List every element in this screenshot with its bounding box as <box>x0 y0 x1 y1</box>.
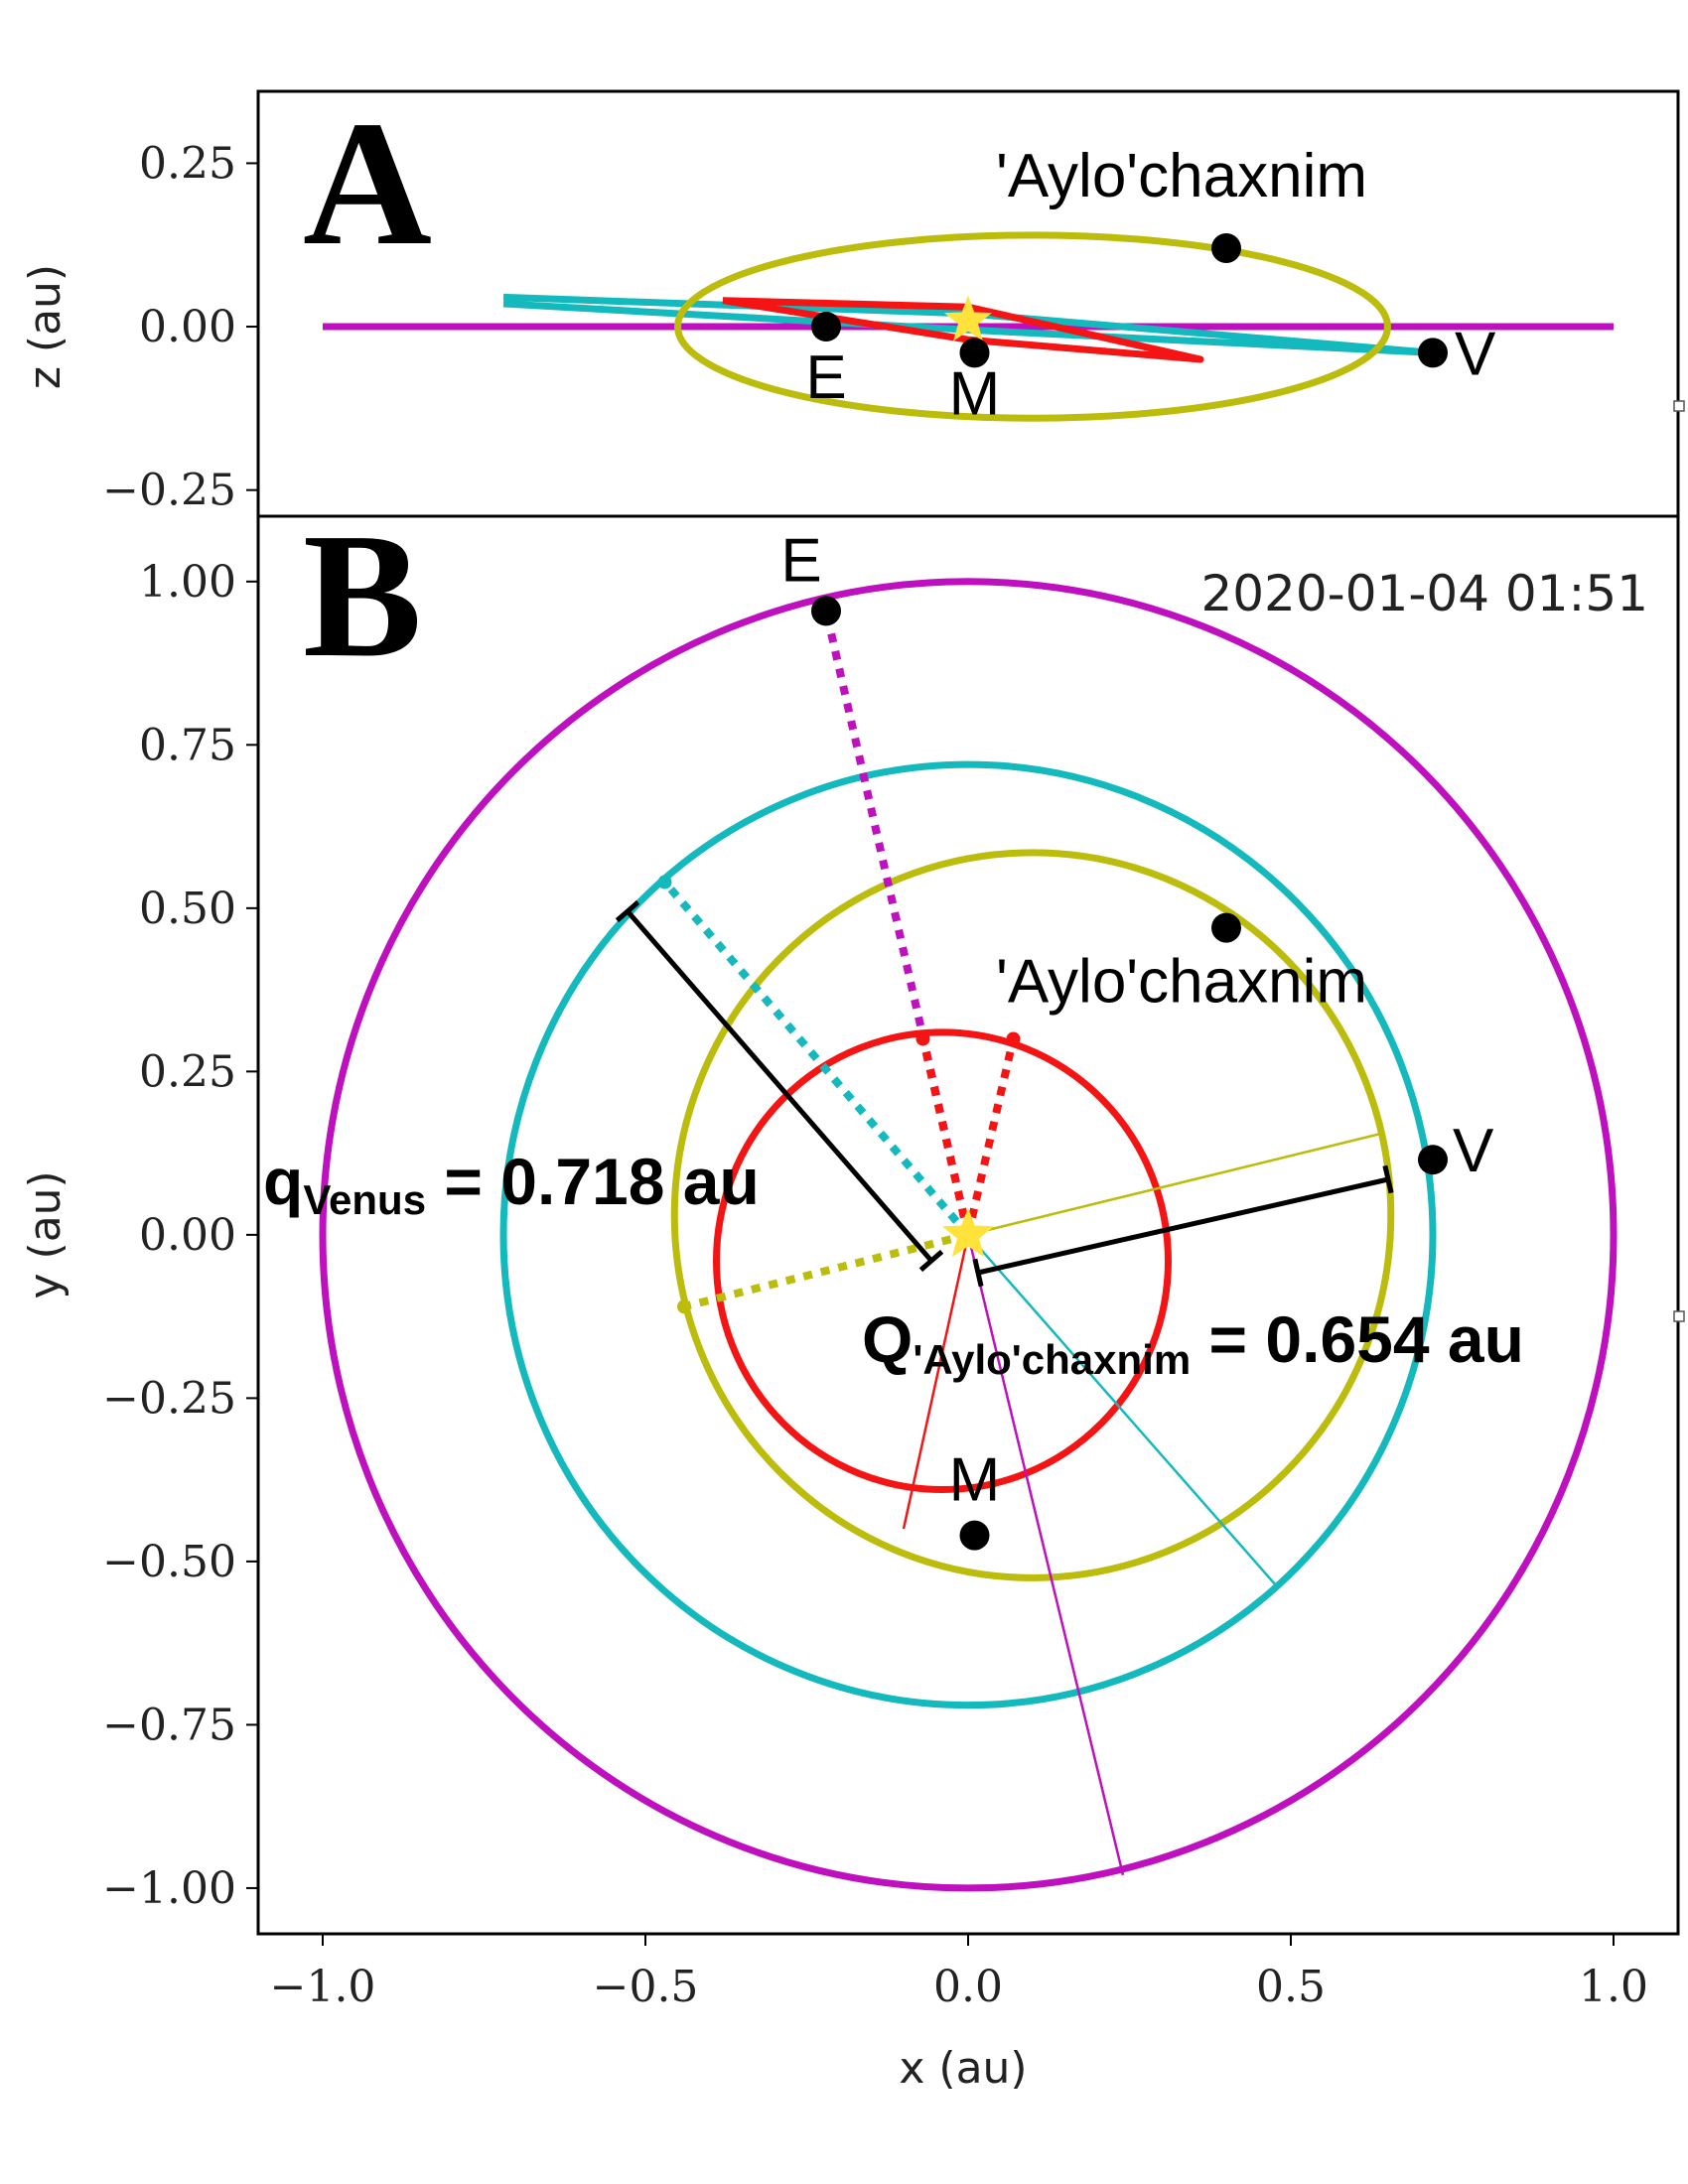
ray-end-dot <box>677 1299 691 1314</box>
Q-aylo-bar <box>977 1176 1389 1276</box>
body-marker <box>959 338 990 368</box>
orbit-1 <box>499 760 1437 1709</box>
dotted-ray <box>964 1037 1018 1236</box>
y-tick-label: 0.00 <box>139 302 236 352</box>
body-marker <box>959 1520 990 1551</box>
y-axis-label: y (au) <box>20 1170 70 1298</box>
panel-b: 1.000.750.500.250.00−0.25−0.50−0.75−1.00… <box>20 496 1685 2094</box>
y-tick-label: 0.50 <box>139 884 236 934</box>
Q-aylo-main: Q <box>862 1302 913 1376</box>
q-venus-bar-cap <box>615 899 640 923</box>
Q-aylo-bar-cap <box>972 1258 984 1288</box>
edge-handle <box>1673 1310 1685 1322</box>
y-tick-label: −0.25 <box>102 466 236 516</box>
x-axis-label: x (au) <box>899 2043 1027 2094</box>
orbit-2 <box>713 1028 1172 1494</box>
body-label: E <box>805 343 846 412</box>
y-tick-label: 1.00 <box>139 557 236 608</box>
body-label: 'Aylo'chaxnim <box>996 948 1367 1017</box>
q-venus-bar <box>626 909 933 1263</box>
body-marker <box>1418 338 1448 368</box>
Q-aylo-sub: 'Aylo'chaxnim <box>913 1336 1191 1383</box>
q-venus-label: qVenus = 0.718 au <box>263 1145 760 1223</box>
body-label: V <box>1455 320 1496 388</box>
body-marker <box>1211 233 1241 264</box>
q-venus-main: q <box>263 1145 303 1218</box>
x-tick-label: 1.0 <box>1579 1962 1648 2012</box>
orbit-0 <box>319 578 1618 1892</box>
body-label: 'Aylo'chaxnim <box>996 142 1367 210</box>
apsis-line <box>967 1234 1279 1589</box>
x-tick-label: −0.5 <box>593 1962 699 2012</box>
y-tick-label: −0.25 <box>102 1373 236 1424</box>
edge-handle <box>1673 400 1685 412</box>
body-label: E <box>780 526 821 595</box>
ray-end-dot <box>915 1031 930 1046</box>
dotted-ray <box>918 1037 972 1236</box>
y-tick-label: 0.00 <box>139 1210 236 1261</box>
ray-end-dot <box>1006 1031 1021 1046</box>
panel-letter-a: A <box>303 84 432 282</box>
x-tick-label: 0.0 <box>933 1962 1003 2012</box>
y-tick-label: −1.00 <box>102 1863 236 1914</box>
y-tick-label: 0.25 <box>139 138 236 189</box>
panel-a: 0.25 0.00 −0.25 z (au) A E M V 'Aylo'chaxnim <box>20 84 1685 518</box>
body-label: M <box>949 359 1001 428</box>
y-tick-label: −0.50 <box>102 1537 236 1587</box>
q-venus-sub: Venus <box>303 1176 426 1223</box>
Q-aylo-bar-cap <box>1382 1164 1394 1194</box>
y-tick-label: 0.75 <box>139 720 236 770</box>
y-tick-label: −0.75 <box>102 1700 236 1750</box>
dotted-ray <box>683 1230 969 1311</box>
Q-aylo-label: Q'Aylo'chaxnim = 0.654 au <box>862 1302 1524 1383</box>
dotted-ray <box>661 879 972 1238</box>
body-label: M <box>949 1446 1001 1515</box>
body-marker <box>1418 1145 1448 1175</box>
body-marker <box>1211 912 1241 943</box>
Q-aylo-rest: = 0.654 au <box>1191 1302 1524 1376</box>
orbit-2 <box>722 297 1204 363</box>
y-axis-label: z (au) <box>20 264 70 389</box>
timestamp-label: 2020-01-04 01:51 <box>1200 565 1648 622</box>
y-tick-label: 0.25 <box>139 1046 236 1097</box>
body-marker <box>811 312 841 342</box>
x-tick-label: 0.5 <box>1256 1962 1326 2012</box>
body-label: V <box>1453 1117 1494 1185</box>
q-venus-bar-cap <box>918 1249 944 1273</box>
orbit-3 <box>670 849 1395 1581</box>
ray-end-dot <box>657 875 672 889</box>
sun-marker <box>941 1207 995 1258</box>
x-tick-label: −1.0 <box>270 1962 376 2012</box>
orbit-3 <box>674 231 1391 422</box>
sun-marker <box>943 295 993 341</box>
apsis-line <box>902 1234 970 1530</box>
body-marker <box>811 596 841 626</box>
apsis-line <box>966 1234 1125 1876</box>
panel-letter-b: B <box>303 496 422 694</box>
q-venus-rest: = 0.718 au <box>426 1145 760 1218</box>
apsis-line <box>967 1132 1382 1237</box>
